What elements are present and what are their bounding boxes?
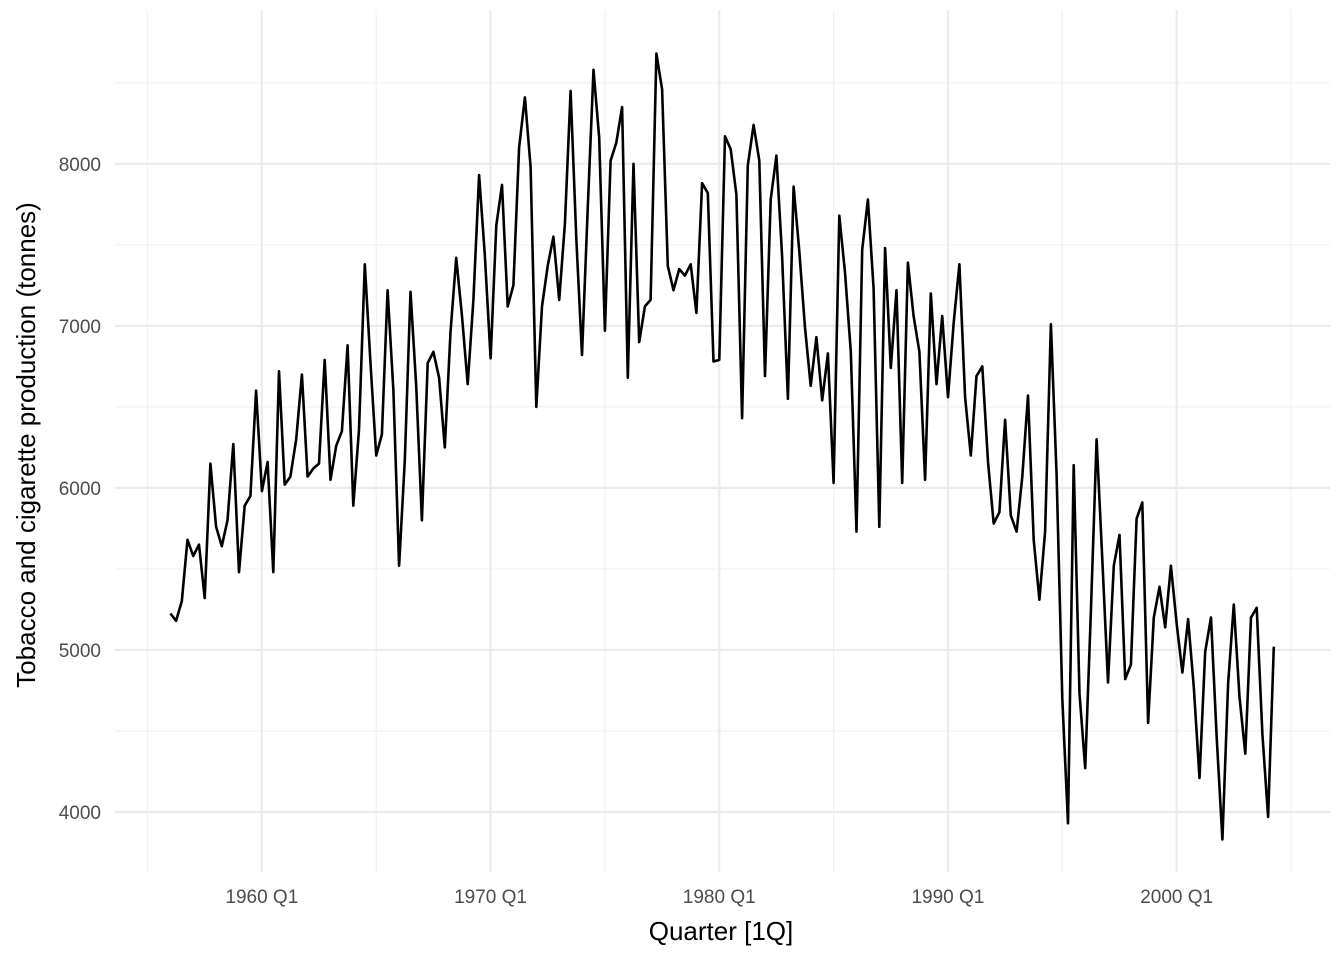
y-axis-title: Tobacco and cigarette production (tonnes… bbox=[11, 202, 41, 688]
y-axis-tick-labels: 4000 5000 6000 7000 8000 bbox=[59, 155, 101, 824]
y-tick-label: 5000 bbox=[59, 641, 101, 662]
y-tick-label: 7000 bbox=[59, 317, 101, 338]
production-series-line bbox=[169, 52, 1276, 841]
x-tick-label: 2000 Q1 bbox=[1140, 887, 1213, 908]
x-axis-title: Quarter [1Q] bbox=[649, 916, 794, 946]
x-tick-label: 1960 Q1 bbox=[225, 887, 298, 908]
x-tick-label: 1970 Q1 bbox=[454, 887, 527, 908]
x-tick-label: 1990 Q1 bbox=[911, 887, 984, 908]
major-gridlines bbox=[115, 10, 1330, 872]
x-axis-tick-labels: 1960 Q1 1970 Q1 1980 Q1 1990 Q1 2000 Q1 bbox=[225, 887, 1213, 908]
y-tick-label: 4000 bbox=[59, 803, 101, 824]
y-tick-label: 8000 bbox=[59, 155, 101, 176]
y-tick-label: 6000 bbox=[59, 479, 101, 500]
x-tick-label: 1980 Q1 bbox=[683, 887, 756, 908]
